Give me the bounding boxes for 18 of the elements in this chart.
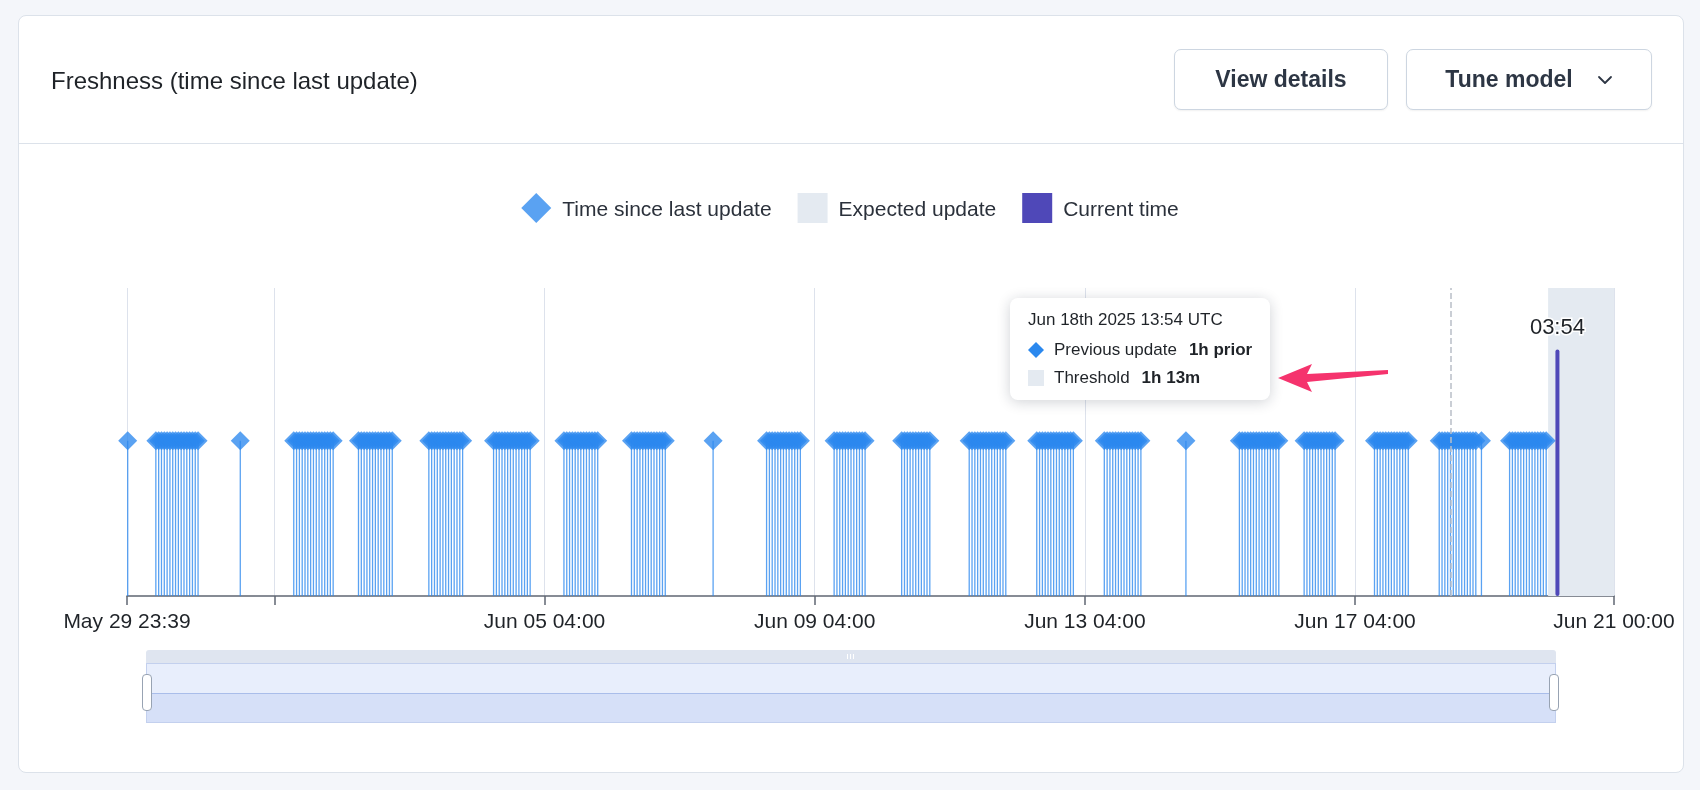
annotation: Previous update [1054, 340, 1177, 360]
text: Jun 18th 2025 13:54 UTC [1028, 310, 1223, 329]
x-tick-label: Jun 21 00:00 [1553, 609, 1675, 632]
legend-label: Expected update [838, 196, 997, 220]
annotation: 1h prior [1188, 340, 1253, 360]
x-tick-label: Jun 05 04:00 [483, 609, 606, 632]
x-tick-label: Jun 17 04:00 [1294, 609, 1416, 632]
legend-label: Current time [1063, 196, 1179, 220]
annotation: Threshold [1054, 368, 1130, 388]
x-tick-label: Jun 13 04:00 [1024, 609, 1146, 632]
x-tick-label: Jun 09 04:00 [753, 609, 876, 632]
annotation: 03:54 [1529, 313, 1585, 339]
dropdown-button: Tune model [1406, 49, 1652, 110]
x-tick-label: May 29 23:39 [63, 609, 191, 632]
chart-title: Freshness (time since last update) [51, 66, 418, 96]
annotation: 1h 13m [1141, 368, 1201, 388]
legend-label: Time since last update [562, 196, 772, 220]
button: View details [1174, 49, 1388, 110]
